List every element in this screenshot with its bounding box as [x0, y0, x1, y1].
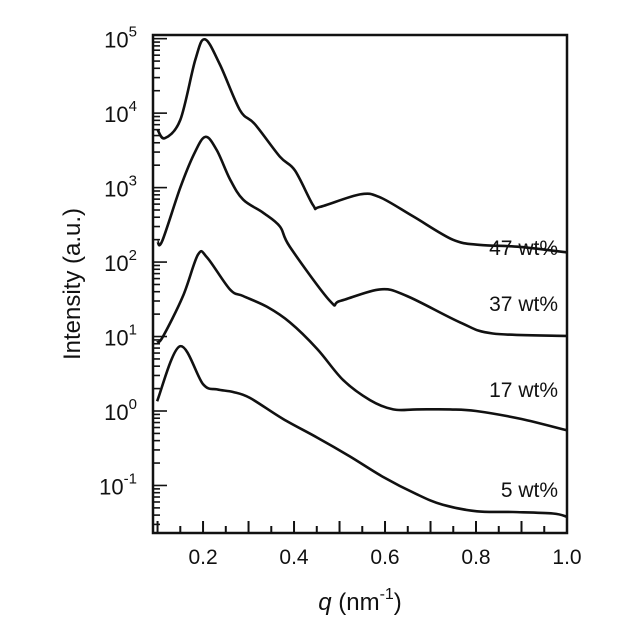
- x-tick-label: 0.6: [370, 546, 399, 569]
- y-tick-label: 103: [104, 173, 137, 202]
- series-label: 17 wt%: [489, 379, 558, 402]
- x-tick-label: 0.4: [279, 546, 309, 569]
- x-tick-label: 0.2: [188, 546, 217, 569]
- series-label: 37 wt%: [489, 293, 558, 316]
- y-axis-label: Intensity (a.u.): [59, 208, 86, 360]
- y-tick-label: 104: [104, 98, 137, 127]
- plot-frame: [151, 33, 569, 535]
- x-axis-label: q (nm-1): [318, 586, 402, 616]
- curves: [155, 38, 568, 519]
- y-tick-label: 100: [104, 396, 137, 425]
- x-axis-label-exponent: -1: [380, 586, 394, 603]
- y-tick-label: 102: [104, 247, 137, 276]
- series-line-3: [155, 345, 568, 519]
- x-tick-label: 0.8: [461, 546, 490, 569]
- series-label: 5 wt%: [501, 479, 558, 502]
- axis-ticks: [153, 37, 568, 533]
- series-line-2: [156, 249, 568, 432]
- series-labels: 47 wt% 37 wt% 17 wt% 5 wt%: [489, 237, 558, 502]
- series-line-1: [156, 135, 568, 338]
- x-tick-label: 1.0: [552, 546, 581, 569]
- y-tick-label: 105: [104, 24, 137, 53]
- x-axis-label-symbol: q: [318, 589, 332, 616]
- series-line-0: [156, 38, 568, 254]
- x-tick-labels: 0.2 0.4 0.6 0.8 1.0: [188, 546, 581, 569]
- x-axis-label-close: ): [394, 589, 402, 616]
- series-label: 47 wt%: [489, 237, 558, 260]
- y-tick-label: 101: [104, 322, 137, 351]
- x-axis-label-unit: (nm: [332, 589, 380, 616]
- y-tick-labels: 105 104 103 102 101 100 10-1: [99, 24, 137, 500]
- y-tick-label: 10-1: [99, 470, 137, 499]
